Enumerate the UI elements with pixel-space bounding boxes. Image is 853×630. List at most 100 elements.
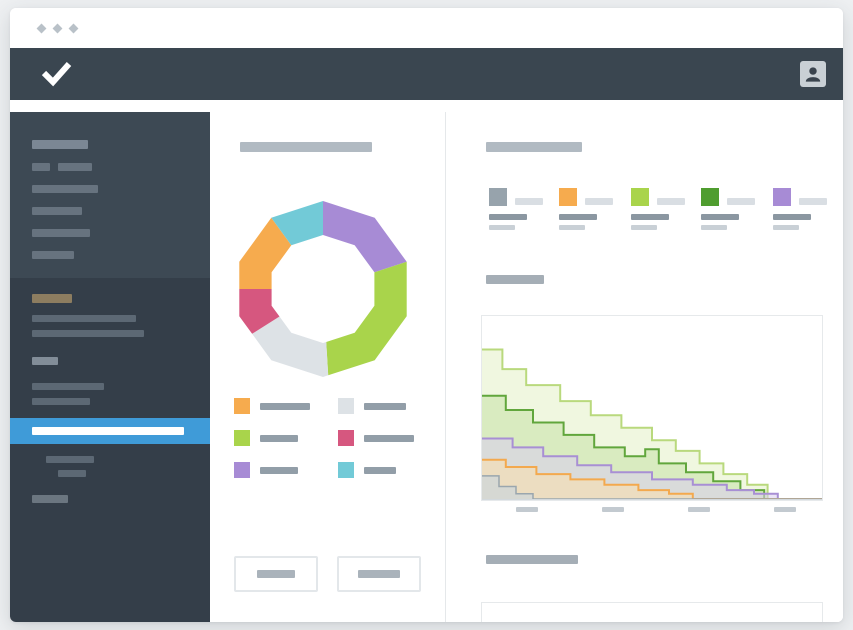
placeholder-bar [32, 315, 136, 322]
legend-stat-bar [559, 214, 597, 220]
sidebar-item[interactable] [32, 495, 188, 503]
window-control-dot[interactable] [36, 23, 47, 33]
legend-swatch-teal [338, 462, 354, 478]
placeholder-bar [32, 140, 88, 149]
window-control-dot[interactable] [68, 23, 79, 33]
sidebar-item[interactable] [32, 163, 188, 171]
legend-item-teal [338, 462, 430, 478]
user-icon [805, 67, 821, 82]
x-tick-label-bar [602, 507, 624, 512]
sidebar-item[interactable] [32, 383, 188, 390]
donut-segment-pink [239, 289, 280, 334]
legend-label-bar [260, 434, 298, 442]
sidebar-item[interactable] [32, 294, 188, 303]
legend-item-pink [338, 430, 430, 446]
donut-panel-title-bar [240, 142, 372, 152]
area-fill-gray [482, 475, 822, 499]
report-legend-item-purple [773, 188, 833, 230]
donut-segment-orange [239, 217, 292, 289]
outline-button-2[interactable] [337, 556, 421, 592]
legend-label-bar [260, 466, 298, 474]
legend-stat-bar [701, 225, 727, 230]
area-line-gray [482, 475, 822, 500]
donut-panel [210, 112, 446, 622]
report-panel [446, 112, 843, 622]
sidebar-item-selected[interactable] [10, 418, 210, 444]
placeholder-bar [32, 207, 82, 215]
legend-item-light-gray [338, 398, 430, 414]
placeholder-bar [32, 163, 50, 171]
placeholder-bar [32, 398, 90, 405]
placeholder-bar [32, 251, 74, 259]
report-section2-bar [486, 555, 578, 564]
placeholder-bar [32, 229, 90, 237]
user-avatar[interactable] [800, 61, 826, 87]
report-legend-item-dark-green [701, 188, 761, 230]
outline-button-1[interactable] [234, 556, 318, 592]
area-line-green [482, 394, 822, 500]
legend-label-bar [585, 198, 613, 205]
sidebar-item[interactable] [32, 315, 188, 322]
legend-stat-bar [489, 214, 527, 220]
report-legend-item-gray [489, 188, 549, 230]
sidebar [10, 112, 210, 622]
legend-stat-bar [773, 214, 811, 220]
sidebar-item[interactable] [32, 207, 188, 215]
app-window [10, 8, 843, 622]
placeholder-bar [32, 294, 72, 303]
check-logo-icon[interactable] [40, 61, 72, 87]
donut-segment-teal [271, 201, 323, 246]
sidebar-item[interactable] [32, 251, 188, 259]
report-legend-item-lime [631, 188, 691, 230]
report-subtitle-bar [486, 275, 544, 284]
sidebar-item[interactable] [32, 330, 188, 337]
placeholder-bar [32, 427, 184, 435]
area-line-orange [482, 458, 822, 500]
sidebar-item[interactable] [32, 229, 188, 237]
legend-stat-bar [631, 214, 669, 220]
legend-item-orange [234, 398, 338, 414]
button-label-bar [358, 570, 400, 578]
sidebar-section [10, 112, 210, 278]
sidebar-item[interactable] [32, 470, 188, 477]
legend-item-purple [234, 462, 338, 478]
donut-panel-buttons [234, 556, 421, 592]
placeholder-bar [32, 495, 68, 503]
main-area [10, 112, 843, 622]
area-line-light-green [482, 348, 822, 500]
sidebar-item[interactable] [32, 185, 188, 193]
x-tick-label-bar [774, 507, 796, 512]
legend-stat-bar [701, 214, 739, 220]
window-control-dot[interactable] [52, 23, 63, 33]
sidebar-item[interactable] [32, 140, 188, 149]
report-legend-item-orange [559, 188, 619, 230]
sidebar-item[interactable] [32, 357, 188, 365]
legend-label-bar [364, 434, 414, 442]
legend-swatch-orange [559, 188, 577, 206]
sidebar-item[interactable] [32, 456, 188, 463]
legend-swatch-gray [489, 188, 507, 206]
window-control-bar [10, 8, 843, 48]
legend-label-bar [657, 198, 685, 205]
report-panel-title-bar [486, 142, 582, 152]
legend-swatch-dark-green [701, 188, 719, 206]
donut-chart [239, 201, 407, 377]
legend-label-bar [799, 198, 827, 205]
legend-label-bar [364, 402, 406, 410]
legend-swatch-light-gray [338, 398, 354, 414]
donut-segment-green [326, 261, 407, 376]
x-tick-label-bar [688, 507, 710, 512]
legend-stat-bar [559, 225, 585, 230]
burndown-chart [481, 315, 823, 501]
legend-item-lime [234, 430, 338, 446]
legend-swatch-orange [234, 398, 250, 414]
legend-swatch-purple [234, 462, 250, 478]
placeholder-bar [32, 330, 144, 337]
placeholder-bar [46, 456, 94, 463]
donut-segment-gray [252, 316, 329, 377]
sidebar-item[interactable] [32, 398, 188, 405]
legend-label-bar [364, 466, 396, 474]
placeholder-bar [32, 357, 58, 365]
legend-swatch-lime [234, 430, 250, 446]
legend-swatch-lime [631, 188, 649, 206]
